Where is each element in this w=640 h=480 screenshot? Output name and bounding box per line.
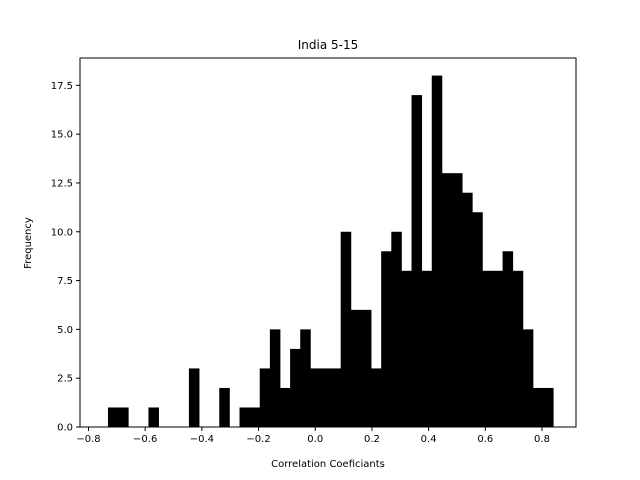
- histogram-bar: [350, 309, 362, 427]
- histogram-bar: [482, 270, 493, 427]
- histogram-bar: [320, 368, 331, 427]
- x-axis: −0.8 −0.6 −0.4 −0.2 0.0 0.2 0.4 0.6 0.8: [76, 427, 550, 445]
- y-tick-label: 15.0: [51, 130, 73, 141]
- histogram-bar: [360, 309, 372, 427]
- y-tick-label: 7.5: [57, 276, 73, 287]
- histogram-bar: [371, 368, 382, 427]
- histogram-bar: [401, 270, 412, 427]
- y-tick-label: 0.0: [57, 423, 73, 434]
- histogram-bar: [290, 348, 301, 427]
- x-tick-label: 0.0: [307, 434, 323, 445]
- histogram-bar: [219, 387, 230, 427]
- y-tick-label: 17.5: [51, 81, 73, 92]
- histogram-bar: [472, 212, 483, 427]
- histogram-bar: [118, 407, 129, 427]
- histogram-bar: [492, 270, 503, 427]
- histogram-bar: [107, 407, 119, 427]
- histogram-bar: [269, 329, 281, 427]
- y-tick-label: 5.0: [57, 325, 73, 336]
- y-tick-label: 10.0: [51, 227, 73, 238]
- histogram-bar: [249, 407, 261, 427]
- histogram-bar: [532, 387, 544, 427]
- histogram-bar: [391, 231, 402, 427]
- y-axis-label: Frequency: [23, 217, 34, 269]
- x-tick-label: −0.8: [76, 434, 100, 445]
- x-tick-label: 0.6: [477, 434, 493, 445]
- histogram-bar: [543, 387, 554, 427]
- bars-group: [107, 75, 554, 427]
- x-axis-label: Correlation Coeficiants: [271, 459, 385, 470]
- histogram-bar: [330, 368, 342, 427]
- histogram-bar: [259, 368, 271, 427]
- histogram-bar: [300, 329, 311, 427]
- histogram-bar: [148, 407, 159, 427]
- histogram-bar: [502, 251, 514, 427]
- histogram-bar: [522, 329, 534, 427]
- histogram-bar: [188, 368, 200, 427]
- plot-frame: [79, 57, 577, 428]
- histogram-bar: [411, 95, 423, 427]
- y-tick-label: 12.5: [51, 178, 73, 189]
- histogram-bar: [340, 231, 352, 427]
- histogram-bar: [512, 270, 524, 427]
- chart-title: India 5-15: [298, 38, 359, 52]
- histogram-bar: [310, 368, 321, 427]
- x-tick-label: 0.4: [421, 434, 437, 445]
- histogram-bar: [381, 251, 392, 427]
- y-tick-label: 2.5: [57, 374, 73, 385]
- x-tick-label: −0.6: [133, 434, 157, 445]
- x-tick-label: 0.2: [364, 434, 380, 445]
- histogram-bar: [431, 75, 443, 427]
- histogram-bar: [421, 270, 433, 427]
- histogram-bar: [462, 192, 473, 427]
- x-tick-label: 0.8: [534, 434, 550, 445]
- x-tick-label: −0.4: [190, 434, 214, 445]
- histogram-bar: [452, 173, 463, 427]
- histogram-bar: [279, 387, 291, 427]
- histogram-bar: [239, 407, 251, 427]
- histogram-bar: [441, 173, 453, 427]
- y-axis: 0.0 2.5 5.0 7.5 10.0 12.5 15.0 17.5: [51, 81, 80, 434]
- x-tick-label: −0.2: [246, 434, 270, 445]
